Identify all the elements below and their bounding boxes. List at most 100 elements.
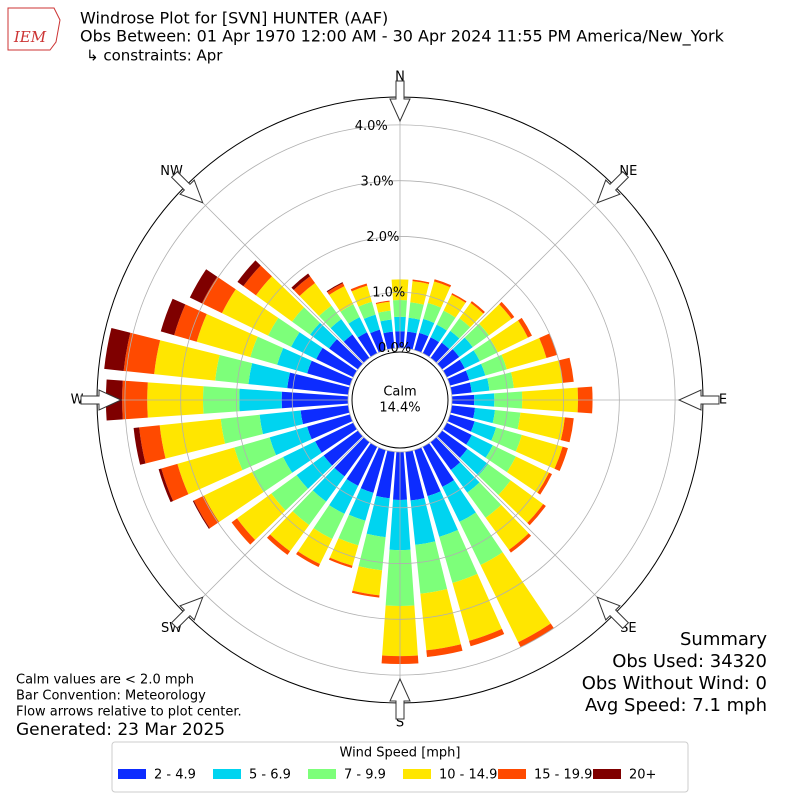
bar-segment <box>511 360 563 389</box>
flow-arrow <box>80 389 123 411</box>
bar-segment <box>255 276 305 322</box>
bar-segment <box>441 330 460 349</box>
legend-title: Wind Speed [mph] <box>340 746 461 761</box>
summary-line: Avg Speed: 7.1 mph <box>585 695 767 716</box>
bar-segment <box>469 378 490 393</box>
note: Calm values are < 2.0 mph <box>16 673 194 688</box>
legend-label: 10 - 14.9 <box>439 768 497 783</box>
bar-segment <box>459 512 503 566</box>
bar-segment <box>491 427 522 452</box>
calm-label: Calm <box>383 385 416 400</box>
bar-segment <box>515 434 563 469</box>
bar-segment <box>434 279 452 288</box>
bar-segment <box>329 286 354 312</box>
bar-segment <box>307 414 353 440</box>
bar-segment <box>316 347 357 378</box>
bar-segment <box>158 468 174 503</box>
bar-segment <box>287 372 350 395</box>
bar-segment <box>452 573 502 641</box>
bar-segment <box>358 301 376 319</box>
bar-segment <box>490 320 528 353</box>
r-tick-label: 2.0% <box>366 230 399 245</box>
bar-segment <box>231 518 256 545</box>
bar-segment <box>537 472 553 495</box>
bar-segment <box>348 488 374 521</box>
flow-arrow-shape <box>596 596 630 630</box>
flow-arrow-shape <box>170 170 204 204</box>
bar-segment <box>450 382 472 395</box>
bar-segment <box>410 281 429 305</box>
bar-segment <box>277 347 312 374</box>
bar-segment <box>376 301 391 313</box>
bar-segment <box>300 405 350 425</box>
bar-segment <box>518 317 532 338</box>
bar-segment <box>430 437 461 471</box>
bar-segment <box>348 317 367 338</box>
legend-box <box>111 741 689 793</box>
bar-segment <box>470 421 497 441</box>
bar-segment <box>358 533 386 571</box>
bar-segment <box>318 305 342 329</box>
constraints: ↳ constraints: Apr <box>86 47 223 65</box>
bar-segment <box>328 557 353 568</box>
bar-segment <box>340 304 360 324</box>
bar-segment <box>415 541 448 594</box>
bar-segment <box>352 566 383 596</box>
bar-segment <box>405 450 425 501</box>
bar-segment <box>558 357 574 383</box>
bar-segment <box>291 273 311 290</box>
logo-text: IEM <box>13 28 47 46</box>
bar-segment <box>307 360 353 386</box>
bar-segment <box>297 528 333 565</box>
grid-spoke <box>185 436 364 615</box>
bar-segment <box>220 414 263 444</box>
bar-segment <box>414 332 429 353</box>
bar-segment <box>437 349 460 370</box>
bar-segment <box>203 472 264 523</box>
bar-segment <box>313 505 345 539</box>
bar-segment <box>296 455 333 489</box>
bar-segment <box>160 298 186 336</box>
bar-segment <box>193 495 220 529</box>
bar-segment <box>410 498 436 545</box>
bar-segment <box>269 426 312 456</box>
bar-segment <box>459 302 484 328</box>
summary-line: Obs Used: 34320 <box>612 651 767 672</box>
bar-segment <box>539 333 558 358</box>
bar-segment <box>380 319 393 334</box>
bar-segment <box>464 323 489 348</box>
bar-segment <box>498 480 544 523</box>
bar-segment <box>427 281 451 308</box>
bar-segment <box>329 479 359 514</box>
bar-segment <box>517 412 565 441</box>
legend-label: 2 - 4.9 <box>154 768 196 783</box>
bar-segment <box>407 317 421 334</box>
bar-segment <box>383 331 395 350</box>
bar-segment <box>237 260 261 287</box>
legend-swatch <box>308 769 336 779</box>
flow-arrow <box>170 596 204 630</box>
bar-segment <box>378 310 392 322</box>
summary-line: Obs Without Wind: 0 <box>582 673 767 694</box>
compass-label: S <box>396 716 404 731</box>
bar-segment <box>299 283 332 317</box>
bar-segment <box>466 435 493 458</box>
generated: Generated: 23 Mar 2025 <box>16 720 225 740</box>
bar-segment <box>439 530 478 583</box>
legend-label: 15 - 19.9 <box>534 768 592 783</box>
bar-segment <box>283 441 322 473</box>
bar-segment <box>161 463 189 502</box>
bar-segment <box>243 265 272 296</box>
bar-segment <box>338 514 366 546</box>
bar-segment <box>414 447 441 497</box>
bar-segment <box>234 437 277 471</box>
bar-segment <box>447 370 470 386</box>
bar-segment <box>405 331 417 350</box>
bar-segment <box>422 337 440 357</box>
bar-segment <box>329 339 363 370</box>
bar-segment <box>375 300 390 305</box>
bar-segment <box>426 644 463 657</box>
bar-segment <box>485 504 529 550</box>
bar-segment <box>351 590 380 598</box>
